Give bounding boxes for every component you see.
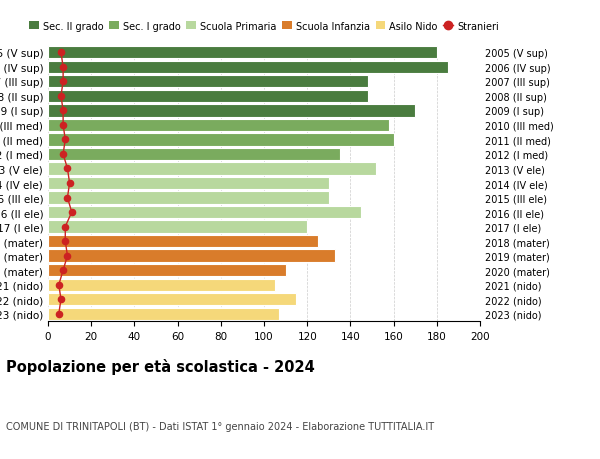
Bar — [48, 178, 329, 190]
Point — [54, 281, 64, 289]
Point — [62, 165, 72, 173]
Point — [58, 78, 68, 86]
Point — [67, 209, 77, 216]
Bar — [48, 119, 389, 132]
Bar — [48, 264, 286, 277]
Point — [54, 310, 64, 318]
Bar — [48, 192, 329, 204]
Bar — [48, 62, 448, 74]
Bar — [48, 235, 318, 248]
Point — [58, 122, 68, 129]
Point — [58, 267, 68, 274]
Bar — [48, 308, 279, 320]
Point — [56, 296, 66, 303]
Point — [56, 93, 66, 101]
Bar — [48, 47, 437, 59]
Bar — [48, 250, 335, 262]
Point — [62, 252, 72, 260]
Point — [58, 151, 68, 158]
Bar — [48, 90, 368, 103]
Bar — [48, 279, 275, 291]
Point — [61, 238, 70, 245]
Bar — [48, 134, 394, 146]
Text: COMUNE DI TRINITAPOLI (BT) - Dati ISTAT 1° gennaio 2024 - Elaborazione TUTTITALI: COMUNE DI TRINITAPOLI (BT) - Dati ISTAT … — [6, 421, 434, 431]
Point — [62, 195, 72, 202]
Bar — [48, 293, 296, 306]
Point — [56, 50, 66, 57]
Legend: Sec. II grado, Sec. I grado, Scuola Primaria, Scuola Infanzia, Asilo Nido, Stran: Sec. II grado, Sec. I grado, Scuola Prim… — [25, 18, 503, 35]
Point — [61, 224, 70, 231]
Bar — [48, 163, 376, 175]
Bar — [48, 207, 361, 219]
Point — [58, 64, 68, 71]
Text: Popolazione per età scolastica - 2024: Popolazione per età scolastica - 2024 — [6, 358, 315, 374]
Bar — [48, 76, 368, 88]
Point — [58, 107, 68, 115]
Bar — [48, 221, 307, 233]
Bar — [48, 105, 415, 118]
Point — [61, 136, 70, 144]
Point — [65, 180, 74, 187]
Bar — [48, 148, 340, 161]
